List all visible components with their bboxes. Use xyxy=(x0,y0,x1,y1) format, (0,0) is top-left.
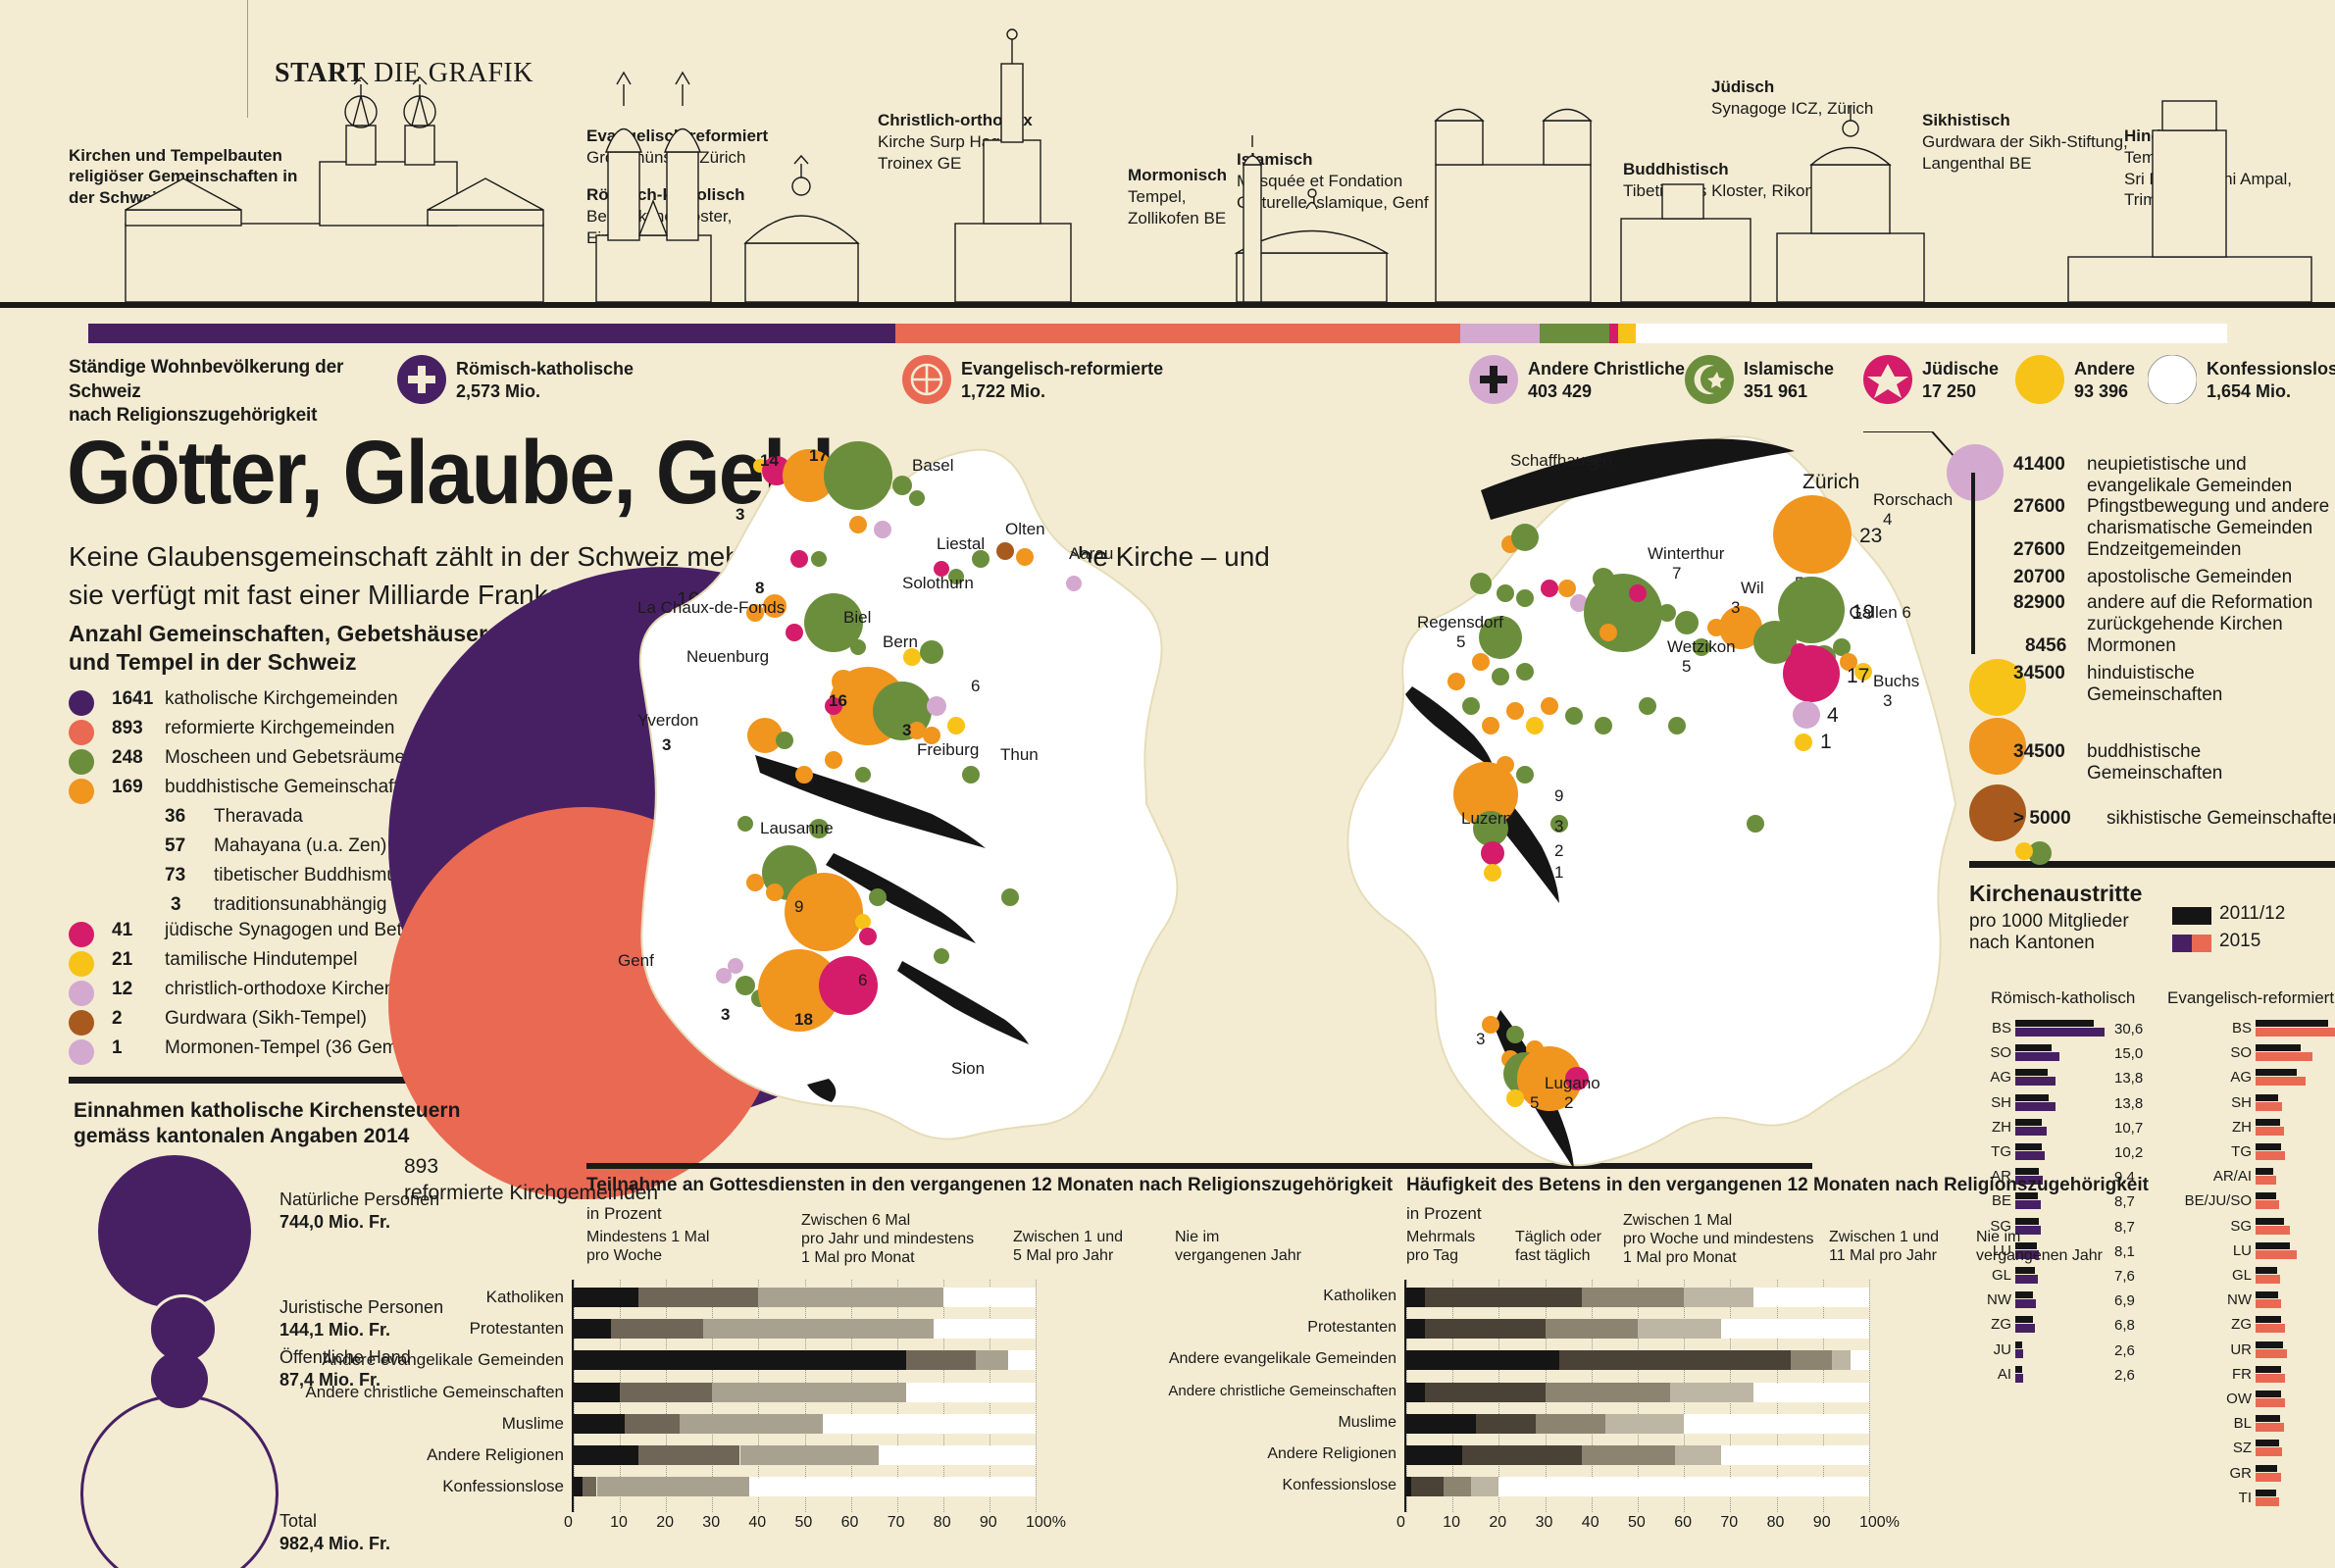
svg-text:Genf: Genf xyxy=(618,951,654,970)
svg-text:7: 7 xyxy=(1672,564,1681,582)
svg-text:6: 6 xyxy=(858,971,867,989)
svg-text:La Chaux-de-Fonds: La Chaux-de-Fonds xyxy=(637,598,785,617)
svg-text:Solothurn: Solothurn xyxy=(902,574,974,592)
svg-text:5: 5 xyxy=(1530,1093,1539,1112)
svg-text:Liestal: Liestal xyxy=(937,534,985,553)
svg-text:Luzern: Luzern xyxy=(1461,809,1512,828)
svg-text:3: 3 xyxy=(736,505,744,524)
svg-text:3: 3 xyxy=(1554,817,1563,835)
svg-text:17: 17 xyxy=(809,446,828,465)
svg-text:16: 16 xyxy=(829,691,847,710)
svg-text:9: 9 xyxy=(1554,786,1563,805)
svg-text:Basel: Basel xyxy=(912,456,954,475)
svg-text:3: 3 xyxy=(1476,1030,1485,1048)
svg-text:Neuenburg: Neuenburg xyxy=(686,647,769,666)
svg-text:Rorschach: Rorschach xyxy=(1873,490,1953,509)
svg-text:3: 3 xyxy=(662,735,671,754)
svg-text:8: 8 xyxy=(755,579,764,597)
svg-text:Regensdorf: Regensdorf xyxy=(1417,613,1503,632)
svg-text:3: 3 xyxy=(1589,456,1598,475)
svg-text:5: 5 xyxy=(1682,657,1691,676)
svg-text:Thun: Thun xyxy=(1000,745,1039,764)
svg-text:Sion: Sion xyxy=(951,1059,985,1078)
svg-text:9: 9 xyxy=(794,897,803,916)
svg-text:4: 4 xyxy=(1883,510,1892,529)
svg-text:Wetzikon: Wetzikon xyxy=(1667,637,1736,656)
svg-text:14: 14 xyxy=(760,451,779,470)
svg-text:Buchs: Buchs xyxy=(1873,672,1919,690)
svg-text:Lausanne: Lausanne xyxy=(760,819,834,837)
svg-text:3: 3 xyxy=(1883,691,1892,710)
svg-text:2: 2 xyxy=(1554,841,1563,860)
svg-text:Wil: Wil xyxy=(1741,579,1764,597)
svg-text:6: 6 xyxy=(971,677,980,695)
svg-text:Biel: Biel xyxy=(843,608,871,627)
svg-text:3: 3 xyxy=(902,721,911,739)
svg-text:Olten: Olten xyxy=(1005,520,1045,538)
svg-text:1: 1 xyxy=(1554,863,1563,882)
svg-text:Aarau: Aarau xyxy=(1069,544,1113,563)
svg-text:Lugano: Lugano xyxy=(1545,1074,1600,1092)
svg-text:3: 3 xyxy=(721,1005,730,1024)
svg-text:3: 3 xyxy=(1731,598,1740,617)
svg-text:2: 2 xyxy=(1564,1093,1573,1112)
svg-text:18: 18 xyxy=(794,1010,813,1029)
svg-text:Bern: Bern xyxy=(883,632,918,651)
svg-text:Freiburg: Freiburg xyxy=(917,740,979,759)
svg-text:5: 5 xyxy=(1456,632,1465,651)
svg-text:Yverdon: Yverdon xyxy=(637,711,698,730)
svg-text:Winterthur: Winterthur xyxy=(1648,544,1725,563)
